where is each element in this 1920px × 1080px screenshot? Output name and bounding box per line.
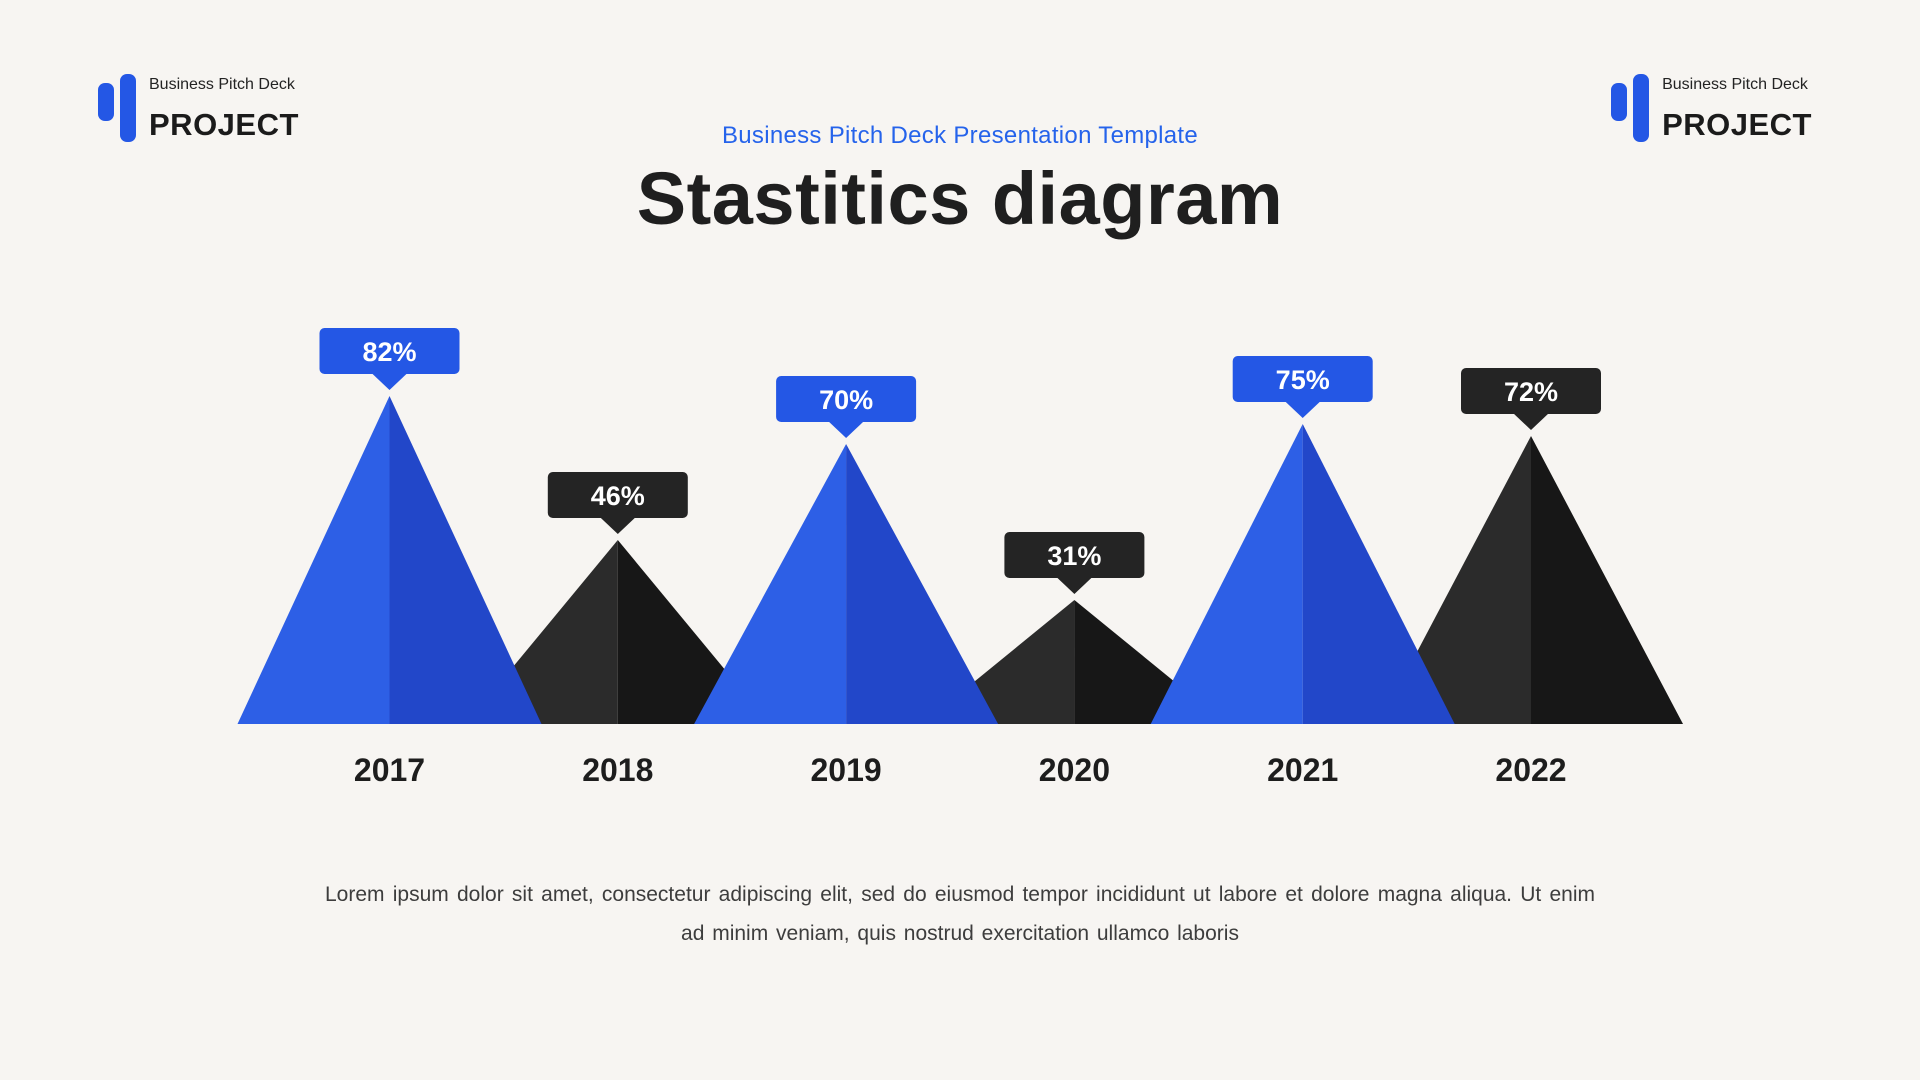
peaks-chart: 82% 2017 46% 2018 70% 2019 31% 2020 75% 2021 72% 20… [237,328,1683,788]
brand-text: Business Pitch Deck PROJECT [1662,74,1812,140]
brand-logo-right: Business Pitch Deck PROJECT [1611,74,1812,142]
value-badge-2017: 82% [319,328,460,390]
year-label-2017: 2017 [354,752,425,788]
value-badge-2020: 31% [1004,532,1145,594]
brand-bar-tall [120,74,136,142]
peak-2019 [694,444,999,724]
year-label-2018: 2018 [582,752,653,788]
brand-tagline: Business Pitch Deck [1662,76,1808,93]
brand-bars-icon [1611,74,1650,142]
value-badge-2021: 75% [1232,356,1373,418]
value-label: 70% [819,385,873,415]
brand-tagline: Business Pitch Deck [149,76,295,93]
value-label: 31% [1047,541,1101,571]
slide-title: Stastitics diagram [636,157,1284,240]
value-badge-2022: 72% [1461,368,1601,430]
value-label: 75% [1276,365,1330,395]
peak-2021 [1150,424,1455,724]
value-badge-2019: 70% [776,376,917,438]
value-label: 46% [591,481,645,511]
value-badge-2018: 46% [547,472,688,534]
brand-name: PROJECT [1662,107,1812,142]
year-label-2019: 2019 [811,752,882,788]
peak-2017 [237,396,542,724]
brand-logo-left: Business Pitch Deck PROJECT [98,74,299,142]
value-label: 72% [1504,377,1558,407]
brand-bars-icon [98,74,136,142]
year-label-2020: 2020 [1039,752,1110,788]
year-label-2022: 2022 [1495,752,1566,788]
value-label: 82% [362,337,416,367]
brand-name: PROJECT [149,107,299,142]
brand-bar-short [1611,83,1628,121]
slide-kicker: Business Pitch Deck Presentation Templat… [721,122,1199,149]
brand-bar-tall [1633,74,1650,142]
brand-text: Business Pitch Deck PROJECT [149,74,299,140]
year-label-2021: 2021 [1267,752,1338,788]
description-text: Lorem ipsum dolor sit amet, consectetur … [325,883,1595,945]
brand-bar-short [98,83,114,121]
